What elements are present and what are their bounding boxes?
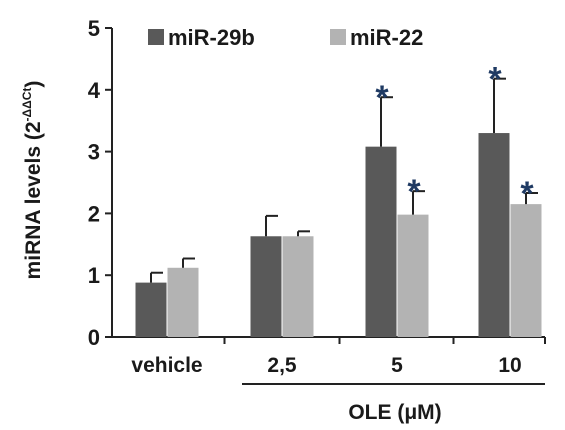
x-tick-label: vehicle	[131, 354, 202, 377]
bar	[366, 147, 397, 337]
bar	[283, 236, 314, 337]
y-tick-label: 1	[88, 263, 100, 288]
y-tick-label: 4	[88, 78, 101, 103]
y-tick-label: 2	[88, 201, 100, 226]
x-axis: vehicle 2,5 5 10	[112, 337, 545, 377]
bars: * * * *	[136, 61, 542, 337]
legend-swatch	[148, 29, 164, 45]
y-axis-label: miRNA levels (2-ΔΔCt)	[20, 81, 45, 280]
bar	[136, 283, 167, 337]
x-tick-label: 10	[498, 354, 521, 377]
bar	[511, 204, 542, 337]
bar	[479, 133, 510, 337]
legend-label: miR-22	[350, 25, 423, 50]
legend-swatch	[330, 29, 346, 45]
y-tick-label: 5	[88, 16, 100, 41]
bar	[251, 236, 282, 337]
significance-marker: *	[407, 173, 421, 211]
significance-marker: *	[375, 79, 389, 117]
bar	[168, 268, 199, 337]
significance-marker: *	[520, 175, 534, 213]
legend-label: miR-29b	[168, 25, 255, 50]
y-tick-label: 0	[88, 325, 100, 350]
bar	[398, 215, 429, 337]
x-tick-label: 5	[391, 354, 403, 377]
legend: miR-29b miR-22	[148, 25, 423, 50]
y-tick-label: 3	[88, 140, 100, 165]
treatment-group-annotation: OLE (μM)	[242, 384, 545, 424]
significance-marker: *	[488, 61, 502, 99]
x-tick-label: 2,5	[267, 354, 297, 377]
group-label: OLE (μM)	[348, 401, 441, 424]
y-axis: 0 1 2 3 4 5	[88, 16, 112, 350]
